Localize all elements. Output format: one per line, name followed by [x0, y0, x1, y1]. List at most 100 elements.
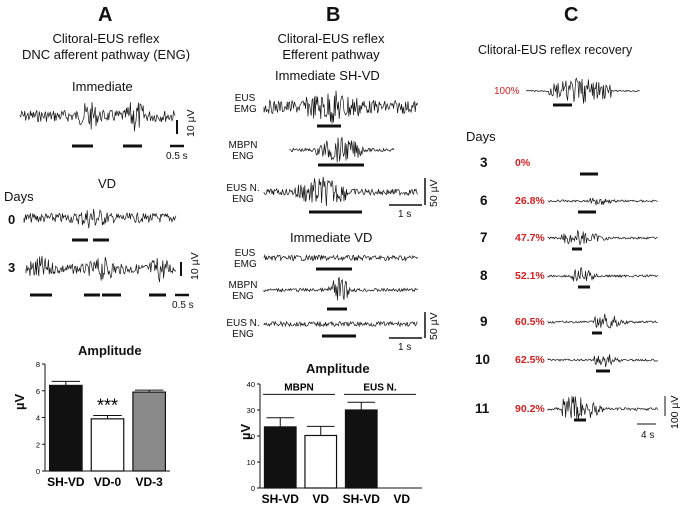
panel-c-day-3: 3: [480, 155, 488, 170]
signal-path: [263, 90, 418, 124]
panel-a-day-0: 0: [8, 212, 16, 227]
bar-vd-0: [90, 418, 125, 472]
panel-a-title-line2: DNC afferent pathway (ENG): [21, 47, 191, 62]
panel-a-title: Clitoral-EUS reflex DNC afferent pathway…: [8, 31, 204, 63]
signal-path: [263, 320, 418, 328]
x-tick-label: VD: [393, 492, 410, 506]
panel-c-letter: C: [564, 4, 579, 26]
bar-vd-3: [132, 391, 167, 472]
signal-path: [263, 176, 418, 207]
y-tick-label: 4: [36, 414, 40, 423]
panel-a-day-3: 3: [8, 260, 16, 275]
panel-a-day3-trace: [25, 255, 176, 283]
panel-b-vd-eus-emg-trace: [263, 253, 418, 262]
panel-c-day-7: 7: [480, 230, 488, 245]
panel-b-vd-label: Immediate VD: [290, 230, 373, 245]
panel-a-letter: A: [98, 4, 113, 26]
panel-b-shvd-eus-emg-trace: [263, 90, 418, 124]
x-tick-label: SH-VD: [343, 492, 381, 506]
signal-path: [263, 253, 418, 262]
panel-b-eus-emg-label-1: EUS EMG: [234, 93, 257, 115]
x-tick-label: VD: [312, 492, 329, 506]
panel-c-day-9: 9: [480, 314, 488, 329]
panel-a-immediate-label: Immediate: [72, 79, 133, 94]
y-tick-label: 2: [36, 440, 40, 449]
x-tick-label: VD-3: [135, 475, 163, 489]
panel-b-mbpn-label-2: MBPN ENG: [228, 280, 258, 302]
significance-annotation: ***: [97, 395, 118, 415]
panel-c-trace-day-9: [547, 313, 658, 329]
panel-b-eus-emg-label-2: EUS EMG: [234, 248, 257, 270]
signal-path: [525, 77, 640, 104]
panel-b-title-line2: Efferent pathway: [282, 47, 380, 62]
panel-b-vd-mbpn-trace: [263, 276, 418, 301]
panel-a-scale-s-2: 0.5 s: [172, 300, 194, 311]
panel-a-title-line1: Clitoral-EUS reflex: [52, 31, 160, 46]
panel-c-trace-day-10: [547, 354, 658, 368]
panel-c-trace-day-11: [547, 396, 658, 419]
x-tick-label: VD-0: [94, 475, 122, 489]
panel-c-scale-s: 4 s: [641, 430, 655, 441]
bar-sh-vd: [263, 426, 297, 489]
panel-a-day0-trace: [23, 208, 177, 229]
panel-c-pct-day-8: 52.1%: [515, 270, 545, 282]
panel-a-immediate-trace: [19, 102, 176, 132]
panel-b-vd-eusn-trace: [263, 320, 418, 328]
panel-b-shvd-eusn-trace: [263, 176, 418, 207]
y-tick-label: 30: [247, 406, 255, 415]
panel-b-title-line1: Clitoral-EUS reflex: [277, 31, 385, 46]
panel-c-pct-day-9: 60.5%: [515, 316, 545, 328]
panel-c-trace-day-6: [547, 197, 658, 206]
panel-a-days-label: Days: [4, 189, 34, 204]
signal-path: [289, 136, 395, 163]
signal-path: [263, 276, 418, 301]
y-tick-label: 6: [36, 387, 40, 396]
panel-a-vd-label: VD: [98, 176, 117, 191]
panel-c-day-11: 11: [475, 401, 490, 416]
panel-b-shvd-label: Immediate SH-VD: [275, 68, 380, 83]
y-tick-label: 8: [36, 360, 40, 369]
panel-c-baseline-pct: 100%: [494, 86, 520, 97]
y-tick-label: 0: [251, 484, 255, 493]
group-label: MBPN: [284, 382, 313, 393]
signal-path: [23, 208, 177, 229]
y-tick-label: 20: [247, 432, 255, 441]
signal-path: [25, 255, 176, 283]
panel-c-day-10: 10: [475, 352, 491, 367]
bar-sh-vd: [48, 384, 83, 472]
y-tick-label: 0: [36, 467, 40, 476]
panel-b-mbpn-label-1: MBPN ENG: [228, 140, 258, 162]
panel-b-shvd-mbpn-trace: [289, 136, 395, 163]
panel-c-baseline-trace: [525, 77, 640, 104]
panel-a-scale-s: 0.5 s: [166, 151, 188, 162]
panel-c-pct-day-7: 47.7%: [515, 232, 545, 244]
panel-c-day-6: 6: [480, 193, 488, 208]
panel-c-pct-day-3: 0%: [515, 157, 531, 169]
panel-c-trace-day-7: [547, 229, 658, 246]
panel-c-days-label: Days: [466, 129, 496, 144]
panel-c-trace-day-8: [547, 267, 658, 282]
x-tick-label: SH-VD: [47, 475, 85, 489]
y-tick-label: 40: [247, 380, 255, 389]
panel-b-eusn-label-1: EUS N. ENG: [226, 183, 260, 205]
panel-b-scale-s: 1 s: [398, 209, 412, 220]
panel-c-title: Clitoral-EUS reflex recovery: [478, 43, 633, 57]
chart-a-title: Amplitude: [78, 343, 142, 358]
panel-b-scale-s-2: 1 s: [398, 342, 412, 353]
panel-c-day-8: 8: [480, 268, 488, 283]
panel-b-eusn-label-2: EUS N. ENG: [226, 318, 260, 340]
x-tick-label: SH-VD: [262, 492, 300, 506]
signal-path: [19, 102, 176, 132]
panel-c-pct-day-11: 90.2%: [515, 403, 545, 415]
panel-c-pct-day-10: 62.5%: [515, 354, 545, 366]
group-label: EUS N.: [363, 382, 397, 393]
bar-sh-vd: [344, 409, 378, 489]
panel-b-title: Clitoral-EUS reflex Efferent pathway: [247, 31, 415, 63]
chart-b-title: Amplitude: [306, 361, 370, 376]
panel-c-pct-day-6: 26.8%: [515, 195, 545, 207]
